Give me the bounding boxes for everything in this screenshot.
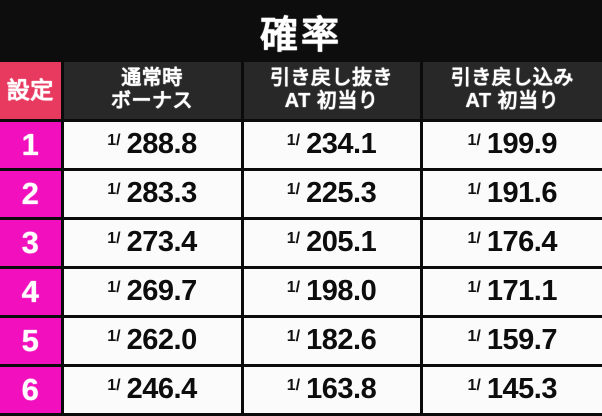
fraction-prefix: 1/ [286,181,301,199]
value-number: 171.1 [486,275,558,308]
header-line: 引き戻し抜き [270,66,393,89]
fraction-prefix: 1/ [286,230,301,248]
header-line: AT 初当り [284,90,379,113]
value-cell: 1/288.8 [60,118,244,171]
title-bar: 確率 [0,0,602,62]
fraction-prefix: 1/ [467,132,481,150]
value-cell: 1/234.1 [240,118,423,171]
value-cell: 1/205.1 [240,216,423,269]
setting-cell: 2 [0,167,64,220]
value-number: 176.4 [486,226,558,259]
fraction-prefix: 1/ [107,279,121,297]
value-cell: 1/159.7 [419,314,602,367]
value-number: 163.8 [306,373,377,406]
probability-table: 設定 通常時 ボーナス 引き戻し抜き AT 初当り 引き戻し込み AT 初当り … [0,62,602,416]
header-line: 通常時 [121,66,183,89]
value-cell: 1/171.1 [419,265,602,318]
header-normal-bonus: 通常時 ボーナス [60,62,244,122]
header-at-incl-pullback: 引き戻し込み AT 初当り [419,62,602,122]
header-line: ボーナス [111,90,193,113]
header-line: AT 初当り [465,90,560,113]
value-number: 273.4 [126,226,198,259]
value-number: 234.1 [306,128,377,161]
fraction-prefix: 1/ [467,377,481,395]
value-cell: 1/246.4 [60,363,244,416]
value-cell: 1/225.3 [240,167,423,220]
fraction-prefix: 1/ [286,328,301,346]
value-cell: 1/182.6 [240,314,423,367]
value-number: 269.7 [126,275,198,308]
fraction-prefix: 1/ [107,328,121,346]
setting-cell: 5 [0,314,64,367]
fraction-prefix: 1/ [107,230,121,248]
page-title: 確率 [259,14,342,57]
value-number: 182.6 [306,324,377,357]
value-number: 159.7 [486,324,558,357]
header-setting: 設定 [0,62,64,122]
value-number: 262.0 [126,324,198,357]
value-cell: 1/176.4 [419,216,602,269]
fraction-prefix: 1/ [286,279,301,297]
header-row: 設定 通常時 ボーナス 引き戻し抜き AT 初当り 引き戻し込み AT 初当り [0,62,602,122]
setting-cell: 4 [0,265,64,318]
fraction-prefix: 1/ [467,230,481,248]
value-number: 199.9 [486,128,558,161]
fraction-prefix: 1/ [467,279,481,297]
value-number: 191.6 [486,177,558,210]
header-line: 引き戻し込み [450,66,574,89]
setting-cell: 3 [0,216,64,269]
table-row-setting-1: 1 1/288.8 1/234.1 1/199.9 [0,118,602,171]
value-cell: 1/145.3 [419,363,602,416]
value-number: 205.1 [306,226,377,259]
table-row-setting-3: 3 1/273.4 1/205.1 1/176.4 [0,216,602,269]
fraction-prefix: 1/ [467,328,481,346]
header-at-excl-pullback: 引き戻し抜き AT 初当り [240,62,423,122]
fraction-prefix: 1/ [467,181,481,199]
value-number: 225.3 [306,177,377,210]
fraction-prefix: 1/ [286,132,301,150]
value-cell: 1/273.4 [60,216,244,269]
value-cell: 1/283.3 [60,167,244,220]
fraction-prefix: 1/ [286,377,301,395]
value-cell: 1/198.0 [240,265,423,318]
table-row-setting-6: 6 1/246.4 1/163.8 1/145.3 [0,363,602,416]
value-cell: 1/163.8 [240,363,423,416]
value-number: 198.0 [306,275,377,308]
value-number: 246.4 [126,373,198,406]
value-cell: 1/262.0 [60,314,244,367]
value-cell: 1/199.9 [419,118,602,171]
value-number: 288.8 [126,128,198,161]
table-row-setting-2: 2 1/283.3 1/225.3 1/191.6 [0,167,602,220]
value-cell: 1/269.7 [60,265,244,318]
fraction-prefix: 1/ [107,181,121,199]
fraction-prefix: 1/ [107,377,121,395]
value-number: 283.3 [126,177,198,210]
value-number: 145.3 [486,373,558,406]
table-row-setting-5: 5 1/262.0 1/182.6 1/159.7 [0,314,602,367]
fraction-prefix: 1/ [107,132,121,150]
setting-cell: 6 [0,363,64,416]
table-row-setting-4: 4 1/269.7 1/198.0 1/171.1 [0,265,602,318]
setting-cell: 1 [0,118,64,171]
value-cell: 1/191.6 [419,167,602,220]
